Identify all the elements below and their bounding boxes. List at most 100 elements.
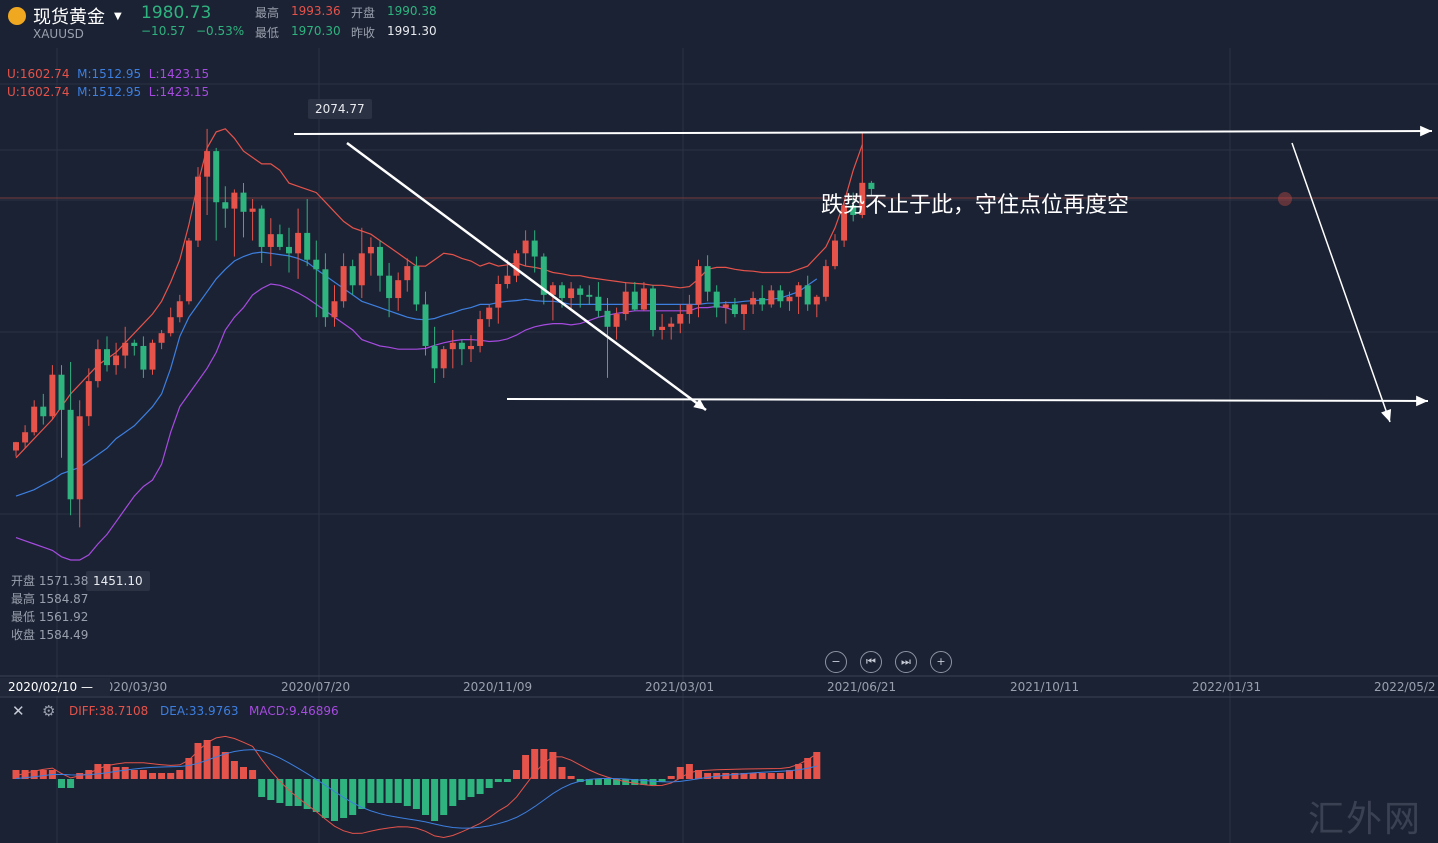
candle-body [286, 246, 292, 254]
close-icon[interactable]: ✕ [12, 702, 25, 720]
candle-body [686, 304, 693, 315]
macd-bar [649, 779, 657, 785]
candle-body [822, 266, 829, 297]
macd-bar [449, 779, 457, 806]
candle-body [695, 266, 702, 305]
candle-body [595, 296, 602, 311]
candle-body [185, 240, 192, 302]
gold-icon [8, 7, 26, 25]
candle-body [750, 298, 757, 305]
candle-body [713, 291, 720, 308]
candle-body [340, 266, 347, 302]
candle-body [477, 319, 484, 346]
downtrend-arrow [346, 141, 707, 412]
resistance-arrow-head [1420, 125, 1432, 137]
last-price: 1980.73 [141, 3, 212, 23]
macd-bar [176, 770, 184, 779]
downtrend-arrow-head [693, 398, 706, 410]
macd-bar [394, 779, 402, 803]
candle-body [731, 304, 738, 315]
candle-body [622, 291, 629, 315]
macd-bar [240, 767, 247, 779]
macd-bar [631, 779, 639, 785]
prev-close-value: 1991.30 [387, 24, 437, 38]
macd-bar [112, 767, 120, 779]
candle-body [176, 301, 183, 318]
ohlc-low: 最低 1561.92 [11, 610, 89, 624]
macd-bar [212, 746, 220, 779]
macd-bar [340, 779, 348, 818]
instrument-code: XAUUSD [33, 27, 84, 41]
price-change-pct: −0.53% [196, 24, 245, 38]
macd-bar [503, 779, 511, 782]
scroll-end-button[interactable]: ⏭ [895, 651, 917, 673]
macd-bar [431, 779, 439, 821]
chevron-down-icon[interactable]: ▼ [114, 11, 122, 22]
macd-bar [58, 779, 65, 788]
settings-icon[interactable]: ⚙ [42, 702, 56, 720]
boll-upper: U:1602.74 [7, 85, 70, 99]
x-tick: 2020/07/20 [281, 680, 351, 694]
candle-body [722, 304, 729, 308]
instrument-name[interactable]: 现货黄金 [33, 7, 105, 28]
macd-bar [795, 764, 803, 779]
candle-body [850, 205, 857, 215]
candle-body [613, 314, 620, 327]
zoom-out-button[interactable]: − [825, 651, 847, 673]
candle-body [859, 182, 866, 215]
candle-body [795, 285, 802, 297]
macd-bar [676, 767, 684, 779]
candle-body [13, 442, 19, 451]
macd-bar [467, 779, 475, 797]
macd-bar [94, 764, 102, 779]
macd-bar [249, 770, 257, 779]
macd-bar [103, 764, 111, 779]
candle-body [759, 298, 766, 305]
candle-body [640, 288, 647, 310]
macd-diff-line [15, 735, 818, 839]
macd-bar [767, 773, 775, 779]
zoom-in-button[interactable]: + [930, 651, 952, 673]
macd-bar [276, 779, 284, 803]
scroll-start-button[interactable]: ⏮ [860, 651, 882, 673]
candle-body [404, 266, 411, 281]
candle-body [295, 232, 302, 254]
macd-bar [303, 779, 311, 809]
macd-bar [576, 779, 584, 782]
macd-bar [130, 770, 138, 779]
candle-body [367, 246, 374, 254]
macd-bar [813, 752, 821, 779]
macd-bar [30, 770, 38, 779]
macd-bar [203, 740, 211, 779]
macd-bar [458, 779, 466, 800]
candle-body [650, 288, 656, 330]
high-label: 最高 [255, 6, 280, 20]
candle-body [440, 349, 447, 369]
candle-body [431, 345, 438, 369]
macd-bar [149, 773, 156, 779]
macd-bar [39, 770, 47, 779]
candle-body [777, 290, 784, 302]
macd-bar [358, 779, 366, 809]
candle-body [449, 342, 456, 350]
candle-body [313, 259, 320, 270]
watermark: 汇外网 [1308, 799, 1423, 840]
support-arrow-head [1416, 395, 1428, 407]
macd-bar [321, 779, 329, 818]
macd-bar [585, 779, 593, 785]
peak-price-tag: 2074.77 [308, 99, 372, 119]
candle-body [631, 291, 638, 310]
candle-body [231, 192, 238, 209]
boll-lower: L:1423.15 [148, 85, 210, 99]
macd-bar [549, 752, 557, 779]
macd-bar [158, 773, 166, 779]
candle-body [504, 275, 511, 284]
candle-body [868, 182, 875, 189]
ohlc-high: 最高 1584.87 [11, 592, 89, 606]
candle-body [559, 285, 565, 299]
open-label: 开盘 [351, 6, 376, 20]
candle-body [377, 246, 383, 276]
macd-bar [139, 770, 147, 779]
candle-body [49, 374, 56, 417]
